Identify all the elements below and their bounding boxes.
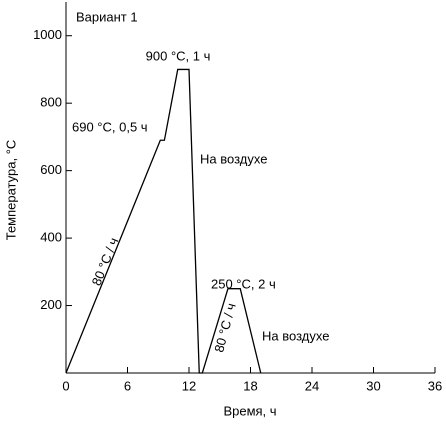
- x-tick-label: 18: [243, 378, 257, 393]
- x-tick-label: 36: [428, 378, 442, 393]
- annotation: Вариант 1: [76, 9, 138, 24]
- x-tick-label: 6: [124, 378, 131, 393]
- y-tick-label: 200: [40, 297, 62, 312]
- x-tick-label: 30: [366, 378, 380, 393]
- annotation: 80 °C / ч: [211, 301, 239, 353]
- annotation: 690 °C, 0,5 ч: [72, 119, 148, 134]
- y-tick-label: 600: [40, 162, 62, 177]
- y-tick-label: 800: [40, 95, 62, 110]
- x-tick-label: 0: [62, 378, 69, 393]
- y-tick-label: 1000: [33, 27, 62, 42]
- annotation: 250 °C, 2 ч: [211, 276, 276, 291]
- annotation: На воздухе: [262, 328, 329, 343]
- annotation: На воздухе: [200, 151, 267, 166]
- line-series: [65, 68, 262, 374]
- annotation: 80 °C / ч: [89, 235, 122, 287]
- x-axis-label: Время, ч: [223, 403, 276, 418]
- x-tick-label: 12: [182, 378, 196, 393]
- y-tick-label: 400: [40, 230, 62, 245]
- y-axis-label: Температура, °С: [3, 140, 18, 241]
- x-tick-label: 24: [305, 378, 319, 393]
- annotation: 900 °C, 1 ч: [146, 48, 211, 63]
